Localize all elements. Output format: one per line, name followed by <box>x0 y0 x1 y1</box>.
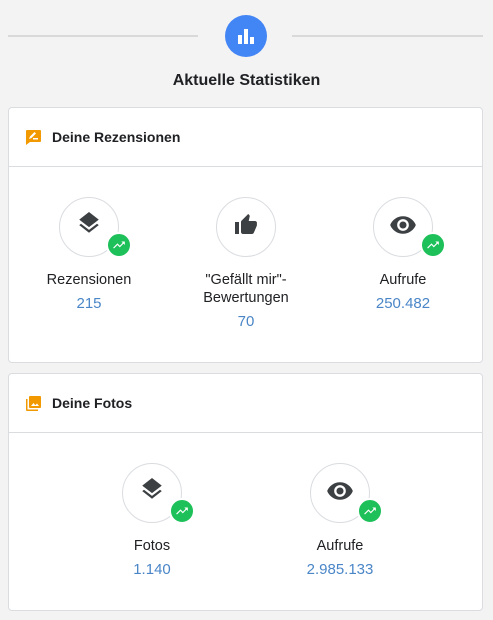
stat-photo-views-circle <box>310 463 383 524</box>
photos-card: Deine Fotos Fotos 1.140 Aufrufe 2.985.13… <box>8 373 483 611</box>
stat-photos-label: Fotos <box>133 538 171 554</box>
trending-up-icon <box>420 232 446 258</box>
bar-chart-icon <box>225 15 267 57</box>
stat-views-value: 250.482 <box>375 295 431 312</box>
layers-icon <box>139 477 165 509</box>
stat-photos-circle <box>122 463 195 524</box>
stat-reviews-value: 215 <box>76 295 102 312</box>
stat-reviews-circle <box>59 197 132 258</box>
eye-icon <box>389 211 417 244</box>
reviews-card-header: Deine Rezensionen <box>9 108 482 167</box>
stat-views[interactable]: Aufrufe 250.482 <box>323 197 483 312</box>
layers-icon <box>76 211 102 243</box>
stat-likes-label: "Gefällt mir"-Bewertungen <box>203 272 289 306</box>
stat-reviews-label: Rezensionen <box>46 272 132 288</box>
stat-photo-views-value: 2.985.133 <box>306 561 374 578</box>
rate-review-icon <box>25 129 42 146</box>
trending-up-icon <box>357 498 383 524</box>
stat-likes-circle <box>216 197 276 257</box>
stat-reviews[interactable]: Rezensionen 215 <box>9 197 169 312</box>
page-title: Aktuelle Statistiken <box>172 72 321 89</box>
reviews-card-title: Deine Rezensionen <box>52 129 181 145</box>
stat-likes[interactable]: "Gefällt mir"-Bewertungen 70 <box>166 197 326 330</box>
trending-up-icon <box>169 498 195 524</box>
stat-likes-value: 70 <box>237 313 255 330</box>
stat-photos-value: 1.140 <box>133 561 171 578</box>
stat-views-circle <box>373 197 446 258</box>
trending-up-icon <box>106 232 132 258</box>
photos-card-header: Deine Fotos <box>9 374 482 433</box>
stat-photo-views-label: Aufrufe <box>316 538 364 554</box>
stat-photo-views[interactable]: Aufrufe 2.985.133 <box>260 463 420 578</box>
header-divider-left <box>8 35 198 37</box>
reviews-card: Deine Rezensionen Rezensionen 215 "Gefäl… <box>8 107 483 363</box>
photos-card-title: Deine Fotos <box>52 395 133 411</box>
stat-photos[interactable]: Fotos 1.140 <box>72 463 232 578</box>
eye-icon <box>326 477 354 510</box>
stat-views-label: Aufrufe <box>379 272 427 288</box>
photo-library-icon <box>25 395 42 412</box>
header-divider-right <box>292 35 483 37</box>
thumb-up-icon <box>234 213 258 242</box>
